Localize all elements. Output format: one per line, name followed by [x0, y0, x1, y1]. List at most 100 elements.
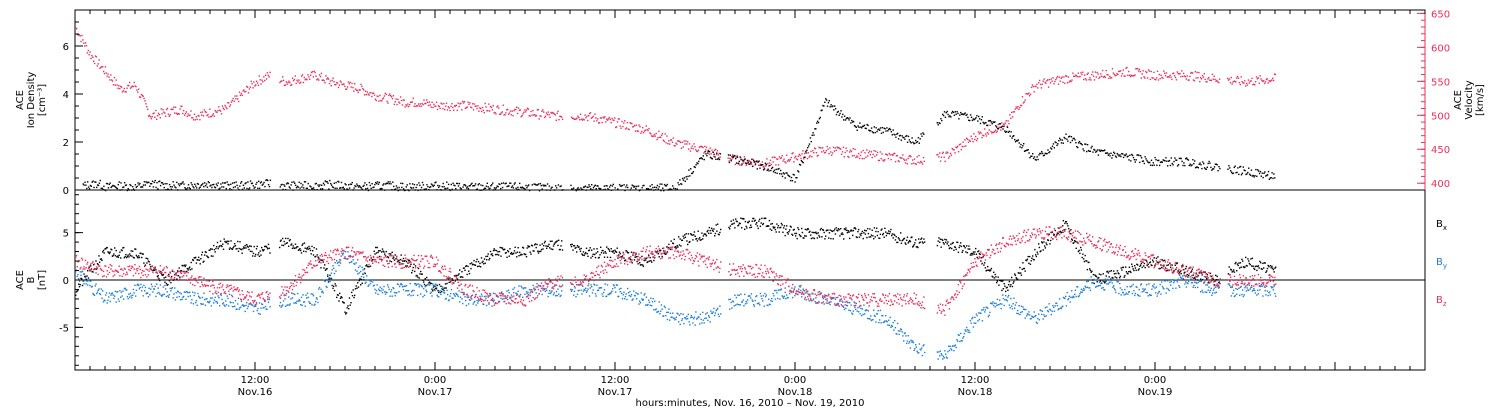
bx-series-point	[1166, 265, 1167, 266]
velocity-series-point	[986, 135, 987, 136]
by-series-point	[131, 297, 132, 298]
density-series-point	[683, 180, 684, 181]
velocity-series-point	[485, 106, 486, 107]
bx-series-point	[324, 264, 325, 265]
by-series-point	[442, 286, 443, 287]
bx-series-point	[263, 249, 264, 250]
density-series-point	[479, 183, 480, 184]
by-series-point	[682, 318, 683, 319]
bx-series-point	[488, 253, 489, 254]
velocity-series-point	[1059, 77, 1060, 78]
velocity-series-point	[821, 151, 822, 152]
bx-series-point	[122, 250, 123, 251]
velocity-series-point	[102, 66, 103, 67]
velocity-series-point	[213, 113, 214, 114]
velocity-series-point	[1267, 78, 1268, 79]
by-series-point	[292, 297, 293, 298]
bx-series-point	[245, 247, 246, 248]
velocity-series-point	[622, 126, 623, 127]
density-series-point	[401, 187, 402, 188]
bx-series-point	[587, 253, 588, 254]
velocity-series-point	[875, 151, 876, 152]
bx-series-point	[536, 244, 537, 245]
density-series-point	[1210, 167, 1211, 168]
bx-series-point	[1002, 280, 1003, 281]
velocity-series-point	[1137, 68, 1138, 69]
bx-series-point	[829, 232, 830, 233]
velocity-series-point	[868, 152, 869, 153]
bx-series-point	[1266, 270, 1267, 271]
velocity-series-point	[620, 125, 621, 126]
bx-series-point	[1109, 271, 1110, 272]
bx-series-point	[820, 229, 821, 230]
density-series-point	[967, 117, 968, 118]
bx-series-point	[1036, 256, 1037, 257]
bx-series-point	[241, 249, 242, 250]
density-series-point	[98, 185, 99, 186]
velocity-series-point	[841, 154, 842, 155]
bx-series-point	[500, 256, 501, 257]
density-series-point	[608, 189, 609, 190]
density-series-point	[976, 115, 977, 116]
bx-series-point	[584, 255, 585, 256]
by-series-point	[78, 278, 79, 279]
by-series-point	[320, 296, 321, 297]
bx-series-point	[993, 272, 994, 273]
bx-series-point	[890, 229, 891, 230]
velocity-series-point	[353, 91, 354, 92]
by-series-point	[570, 289, 571, 290]
by-series-point	[200, 297, 201, 298]
velocity-series-point	[901, 157, 902, 158]
velocity-series-point	[295, 75, 296, 76]
by-series-point	[134, 292, 135, 293]
density-series-point	[121, 189, 122, 190]
by-series-point	[80, 271, 81, 272]
bx-series-point	[233, 246, 234, 247]
density-series-point	[842, 114, 843, 115]
bx-series-point	[470, 268, 471, 269]
velocity-series-point	[1005, 122, 1006, 123]
bx-series-point	[323, 267, 324, 268]
velocity-series-point	[710, 153, 711, 154]
velocity-series-point	[1247, 84, 1248, 85]
velocity-series-point	[228, 102, 229, 103]
by-series-point	[218, 297, 219, 298]
bx-series-point	[409, 260, 410, 261]
density-series-point	[247, 181, 248, 182]
density-series-point	[560, 185, 561, 186]
bx-series-point	[1205, 271, 1206, 272]
velocity-series-point	[1186, 78, 1187, 79]
by-series-point	[87, 284, 88, 285]
velocity-series-point	[188, 113, 189, 114]
density-series-point	[319, 184, 320, 185]
velocity-series-point	[1024, 101, 1025, 102]
bx-series-point	[485, 263, 486, 264]
density-series-point	[853, 121, 854, 122]
by-series-point	[157, 293, 158, 294]
velocity-series-point	[854, 155, 855, 156]
density-series-point	[1143, 160, 1144, 161]
velocity-series-point	[402, 104, 403, 105]
velocity-series-point	[1138, 70, 1139, 71]
velocity-series-point	[154, 117, 155, 118]
velocity-series-point	[850, 150, 851, 151]
density-series-point	[1010, 135, 1011, 136]
by-series-point	[502, 299, 503, 300]
velocity-series-point	[269, 72, 270, 73]
density-series-point	[254, 187, 255, 188]
velocity-series-point	[873, 150, 874, 151]
density-series-point	[728, 154, 729, 155]
by-series-point	[83, 280, 84, 281]
velocity-series-point	[1214, 76, 1215, 77]
bx-series-point	[141, 257, 142, 258]
bx-series-point	[638, 259, 639, 260]
by-series-point	[359, 265, 360, 266]
velocity-series-point	[1123, 69, 1124, 70]
velocity-series-point	[321, 73, 322, 74]
velocity-series-point	[201, 114, 202, 115]
bx-series-point	[1079, 253, 1080, 254]
bx-series-point	[464, 267, 465, 268]
bx-series-point	[388, 257, 389, 258]
velocity-series-point	[1029, 95, 1030, 96]
bx-series-point	[166, 283, 167, 284]
